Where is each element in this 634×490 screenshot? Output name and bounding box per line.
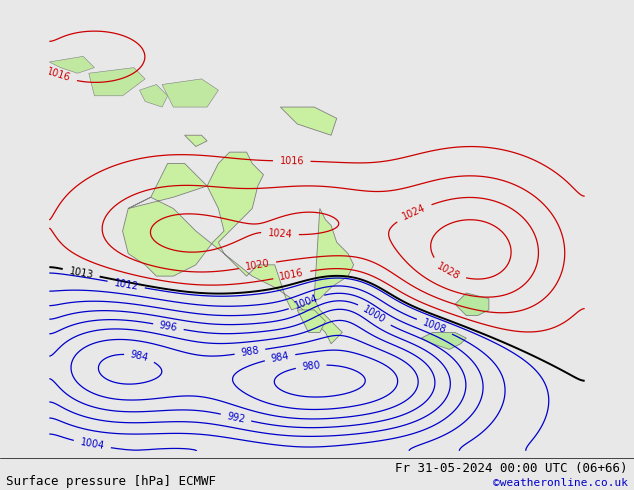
- Polygon shape: [184, 135, 207, 147]
- Text: 1012: 1012: [113, 278, 139, 292]
- Text: 996: 996: [158, 320, 178, 333]
- Polygon shape: [455, 293, 489, 316]
- Text: Surface pressure [hPa] ECMWF: Surface pressure [hPa] ECMWF: [6, 474, 216, 488]
- Text: 1024: 1024: [268, 228, 293, 240]
- Text: 984: 984: [270, 351, 290, 364]
- Text: 1028: 1028: [435, 261, 462, 281]
- Polygon shape: [280, 107, 337, 135]
- Text: ©weatheronline.co.uk: ©weatheronline.co.uk: [493, 478, 628, 488]
- Polygon shape: [139, 85, 167, 107]
- Text: 1004: 1004: [79, 438, 105, 452]
- Polygon shape: [49, 56, 94, 74]
- Text: Fr 31-05-2024 00:00 UTC (06+66): Fr 31-05-2024 00:00 UTC (06+66): [395, 462, 628, 475]
- Text: 1008: 1008: [421, 318, 448, 336]
- Polygon shape: [297, 310, 325, 333]
- Text: 1016: 1016: [46, 66, 72, 83]
- Polygon shape: [89, 68, 145, 96]
- Text: 1016: 1016: [279, 268, 305, 282]
- Text: 980: 980: [302, 360, 321, 372]
- Text: 1020: 1020: [245, 258, 271, 272]
- Text: 1013: 1013: [68, 266, 94, 280]
- Polygon shape: [162, 79, 218, 107]
- Polygon shape: [122, 152, 354, 344]
- Text: 1004: 1004: [293, 293, 320, 311]
- Polygon shape: [421, 333, 467, 349]
- Text: 1000: 1000: [361, 304, 387, 325]
- Text: 984: 984: [129, 349, 150, 364]
- Text: 1016: 1016: [280, 156, 304, 166]
- Text: 992: 992: [226, 411, 246, 424]
- Text: 988: 988: [240, 345, 260, 358]
- Text: 1024: 1024: [401, 203, 427, 222]
